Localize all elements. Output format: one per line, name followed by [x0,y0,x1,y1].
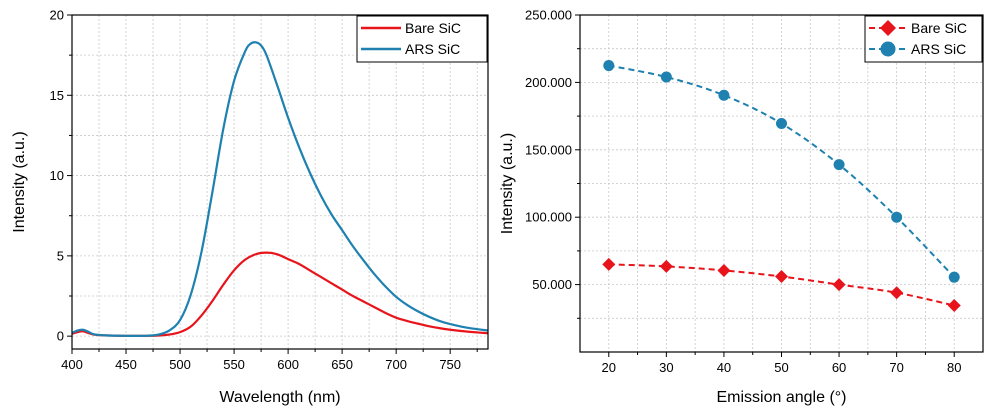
y-tick-label: 10 [50,168,64,183]
legend-marker-circle [880,41,896,57]
series-lines [71,41,489,337]
legend-label: ARS SiC [911,41,966,57]
x-axis-title: Wavelength (nm) [219,389,340,406]
ticks: 400 450 500 550 600 650 700 750 0 5 10 15 20 [50,8,478,372]
data-point-diamond [775,270,788,284]
spectrum-chart: 400 450 500 550 600 650 700 750 0 5 10 15 20 Wavelen… [11,8,489,406]
x-axis-title: Emission angle (°) [717,389,847,406]
legend-label: Bare SiC [405,20,461,36]
data-point-circle [718,89,730,101]
legend-marker-diamond [880,20,896,36]
x-tick-label: 50 [774,360,788,375]
x-tick-label: 40 [717,360,731,375]
legend-label: Bare SiC [911,20,967,36]
y-tick-label: 250.000 [525,8,572,23]
plot-frame [71,14,489,350]
data-point-circle [833,159,845,171]
x-tick-label: 600 [277,357,299,372]
grid [580,14,983,352]
legend: Bare SiC ARS SiC [356,15,488,63]
angle-chart: 20 30 40 50 60 70 80 50.000 100.000 150.000 200.00… [499,8,984,406]
data-point-circle [948,271,960,283]
y-tick-label: 200.000 [525,75,572,90]
data-point-diamond [602,257,616,271]
x-tick-label: 400 [61,357,83,372]
data-point-diamond [947,298,961,312]
y-tick-label: 0 [57,329,64,344]
y-axis-title: Intensity (a.u.) [11,131,28,232]
x-tick-label: 80 [947,360,961,375]
x-tick-label: 20 [602,360,616,375]
x-tick-label: 750 [439,357,461,372]
y-tick-label: 20 [50,8,64,23]
grid [71,14,488,349]
data-point-diamond [832,278,846,292]
x-tick-label: 450 [115,357,137,372]
data-point-circle [776,118,787,130]
ticks: 20 30 40 50 60 70 80 50.000 100.000 150.000 200.00… [525,8,961,376]
series-line-bare-sic [71,251,489,337]
x-tick-label: 650 [331,357,353,372]
data-point-circle [891,211,903,223]
y-tick-label: 15 [50,88,64,103]
x-tick-label: 30 [659,360,673,375]
data-point-circle [660,71,672,83]
x-tick-label: 550 [223,357,245,372]
x-tick-label: 700 [385,357,407,372]
x-tick-label: 60 [832,360,846,375]
legend-label: ARS SiC [405,41,460,57]
y-tick-label: 100.000 [525,210,572,225]
series-line-ars-sic [71,41,489,337]
data-point-circle [603,60,615,72]
y-tick-label: 5 [57,248,64,263]
y-axis-title: Intensity (a.u.) [499,133,516,234]
x-tick-label: 70 [889,360,903,375]
y-tick-label: 50.000 [532,277,572,292]
data-point-diamond [890,286,904,300]
data-point-diamond [717,263,731,277]
legend-box [356,15,488,63]
data-point-diamond [659,259,673,273]
series-lines [602,60,961,312]
legend: Bare SiC ARS SiC [864,15,983,63]
y-tick-label: 150.000 [525,142,572,157]
x-tick-label: 500 [169,357,191,372]
